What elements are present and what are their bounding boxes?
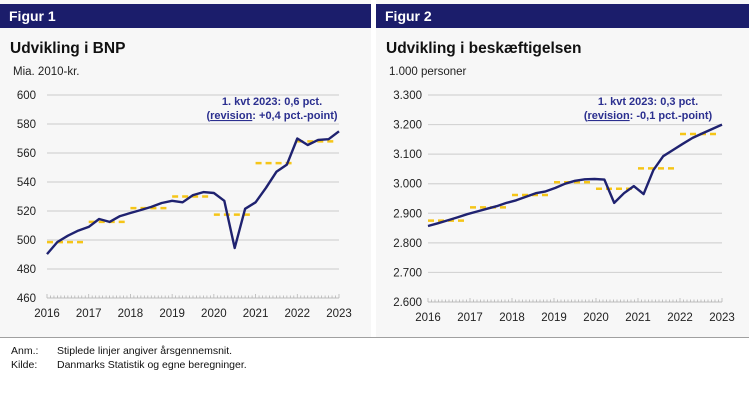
x-tick-label: 2022 [667, 312, 693, 324]
x-tick-label: 2020 [583, 312, 609, 324]
figure-header: Figur 2 [376, 4, 749, 28]
source-text: Danmarks Statistik og egne beregninger. [57, 359, 247, 371]
x-tick-label: 2017 [76, 308, 102, 320]
figure-2-panel: Figur 2 Udvikling i beskæftigelsen 1.000… [376, 0, 749, 337]
annotation-growth: 1. kvt 2023: 0,6 pct. [222, 96, 322, 108]
annotation-growth: 1. kvt 2023: 0,3 pct. [598, 96, 698, 108]
chart-title: Udvikling i BNP [10, 40, 126, 57]
divider [0, 337, 749, 338]
bnp-line-chart: 460 480 500 520 540 560 580 600 2016 2017 2018 2019… [17, 90, 352, 320]
x-tick-label: 2021 [243, 308, 269, 320]
x-tick-label: 2016 [415, 312, 441, 324]
x-tick-label: 2021 [625, 312, 651, 324]
y-tick-label: 2.900 [393, 208, 422, 220]
x-tick-label: 2019 [541, 312, 567, 324]
x-tick-label: 2017 [457, 312, 483, 324]
note-label: Anm.: [11, 345, 39, 357]
y-axis-unit-label: 1.000 personer [389, 66, 467, 78]
y-tick-label: 3.300 [393, 90, 422, 102]
x-tick-label: 2020 [201, 308, 227, 320]
employment-line-chart: 2.600 2.700 2.800 2.900 3.000 3.100 3.200 3.300… [393, 90, 735, 324]
revision-word: revision [587, 110, 629, 122]
y-tick-label: 600 [17, 90, 36, 102]
x-tick-label: 2018 [499, 312, 525, 324]
y-tick-label: 2.600 [393, 297, 422, 309]
y-tick-label: 3.200 [393, 120, 422, 132]
paren: ( [206, 110, 210, 122]
y-tick-label: 2.800 [393, 238, 422, 250]
y-tick-label: 580 [17, 119, 36, 131]
chart-notes: Anm.: Stiplede linjer angiver årsgennemsn… [11, 344, 247, 372]
x-tick-label: 2018 [118, 308, 144, 320]
annotation-revision: (revision: +0,4 pct.-point) [206, 110, 337, 122]
x-tick-label: 2019 [159, 308, 185, 320]
series-line [427, 123, 723, 228]
x-tick-label: 2023 [709, 312, 735, 324]
y-tick-label: 3.100 [393, 149, 422, 161]
chart-title: Udvikling i beskæftigelsen [386, 40, 582, 57]
y-tick-label: 520 [17, 206, 36, 218]
y-tick-label: 2.700 [393, 267, 422, 279]
note-text: Stiplede linjer angiver årsgennemsnit. [57, 345, 233, 357]
revision-word: revision [210, 110, 252, 122]
y-axis-unit-label: Mia. 2010-kr. [13, 66, 80, 78]
y-tick-label: 500 [17, 235, 36, 247]
x-tick-label: 2023 [326, 308, 352, 320]
figure-header: Figur 1 [0, 4, 371, 28]
y-tick-label: 3.000 [393, 179, 422, 191]
annotation-revision: (revision: -0,1 pct.-point) [584, 110, 713, 122]
y-tick-label: 480 [17, 264, 36, 276]
x-tick-label: 2016 [34, 308, 60, 320]
series-line [46, 130, 340, 255]
revision-value: : -0,1 pct.-point) [630, 110, 713, 122]
figure-1-panel: Figur 1 Udvikling i BNP Mia. 2010-kr. 46… [0, 0, 371, 337]
paren: ( [584, 110, 588, 122]
x-tick-label: 2022 [284, 308, 310, 320]
y-tick-label: 560 [17, 148, 36, 160]
revision-value: : +0,4 pct.-point) [252, 110, 338, 122]
y-tick-label: 540 [17, 177, 36, 189]
y-tick-label: 460 [17, 293, 36, 305]
source-label: Kilde: [11, 359, 38, 371]
